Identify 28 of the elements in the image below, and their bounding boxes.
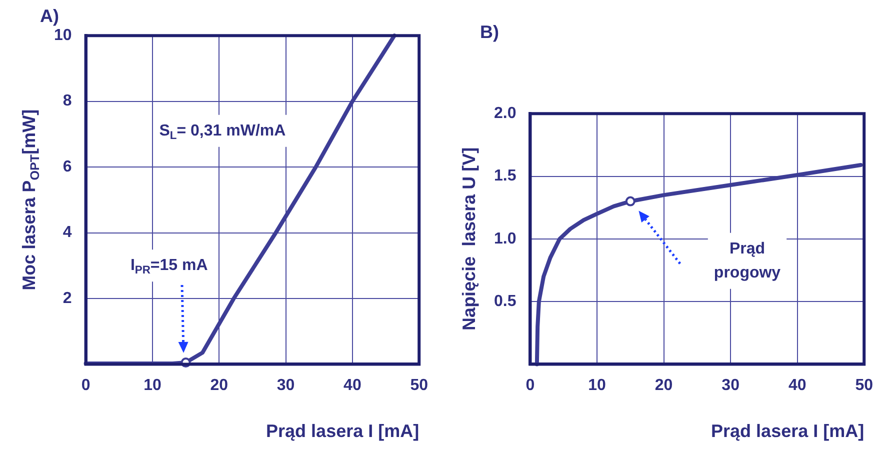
x-axis-title: Prąd lasera I [mA] bbox=[711, 421, 864, 442]
x-tick-label: 40 bbox=[344, 377, 362, 394]
x-tick-label: 50 bbox=[410, 377, 428, 394]
x-tick-label: 30 bbox=[722, 377, 740, 394]
x-tick-label: 20 bbox=[654, 377, 673, 394]
x-tick-label: 10 bbox=[588, 377, 606, 394]
y-tick-label: 4 bbox=[62, 224, 72, 242]
y-tick-label: 6 bbox=[62, 158, 72, 176]
x-tick-label: 40 bbox=[788, 377, 806, 394]
x-tick-label: 20 bbox=[210, 377, 228, 394]
y-tick-label: 2 bbox=[62, 290, 72, 307]
x-tick-label: 0 bbox=[526, 377, 535, 394]
chart-title: B) bbox=[480, 22, 499, 42]
x-axis-title: Prąd lasera I [mA] bbox=[266, 421, 420, 442]
x-tick-label: 30 bbox=[276, 377, 295, 394]
x-tick-label: 50 bbox=[855, 377, 874, 394]
y-tick-label: 1.5 bbox=[494, 168, 516, 185]
x-tick-label: 0 bbox=[81, 377, 90, 394]
y-tick-label: 2.0 bbox=[494, 105, 516, 122]
y-tick-label: 0.5 bbox=[494, 292, 516, 310]
y-axis-title: Napięcie lasera U [V] bbox=[458, 147, 479, 330]
y-axis-title: Moc lasera POPT[mW] bbox=[18, 109, 42, 290]
chart-title: A) bbox=[40, 6, 59, 26]
x-tick-label: 10 bbox=[144, 377, 162, 394]
annotation: Prąd progowy bbox=[714, 240, 781, 282]
y-tick-label: 1.0 bbox=[494, 230, 516, 248]
y-tick-label: 10 bbox=[54, 27, 72, 44]
y-tick-label: 8 bbox=[62, 92, 72, 110]
